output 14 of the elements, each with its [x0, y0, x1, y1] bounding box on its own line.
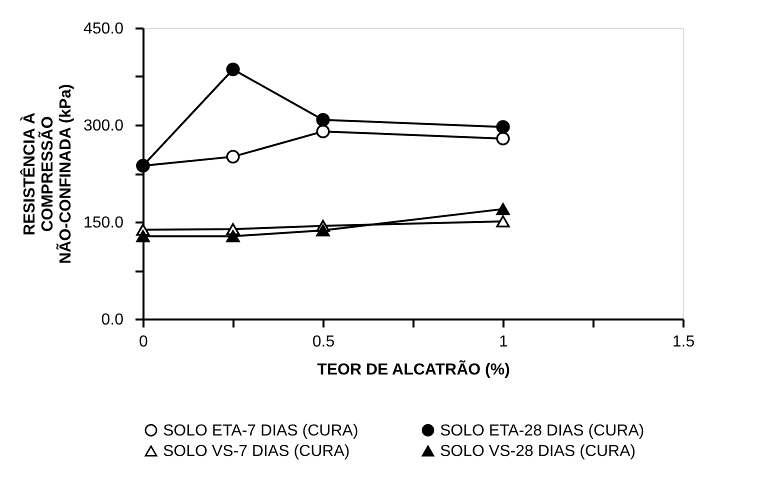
legend-label: SOLO ETA-28 DIAS (CURA) [440, 422, 644, 440]
y-tick-label: 450.0 [83, 20, 124, 38]
legend-label: SOLO VS-28 DIAS (CURA) [440, 443, 636, 460]
y-tick-label: 150.0 [83, 214, 124, 232]
x-tick-label: 1.5 [672, 334, 695, 350]
x-axis-title: TEOR DE ALCATRÃO (%) [317, 360, 510, 378]
legend-label: SOLO VS-7 DIAS (CURA) [163, 443, 350, 460]
y-tick-label: 0.0 [101, 312, 124, 328]
x-tick-label: 1 [499, 334, 508, 350]
y-axis-title: RESISTÊNCIA À COMPRESSÃO NÃO-CONFINADA (kPa) [19, 84, 74, 264]
x-tick-label: 0 [139, 334, 148, 350]
x-tick-label: 0.5 [312, 334, 335, 350]
legend-label: SOLO ETA-7 DIAS (CURA) [163, 422, 358, 440]
y-tick-label: 300.0 [83, 118, 124, 134]
